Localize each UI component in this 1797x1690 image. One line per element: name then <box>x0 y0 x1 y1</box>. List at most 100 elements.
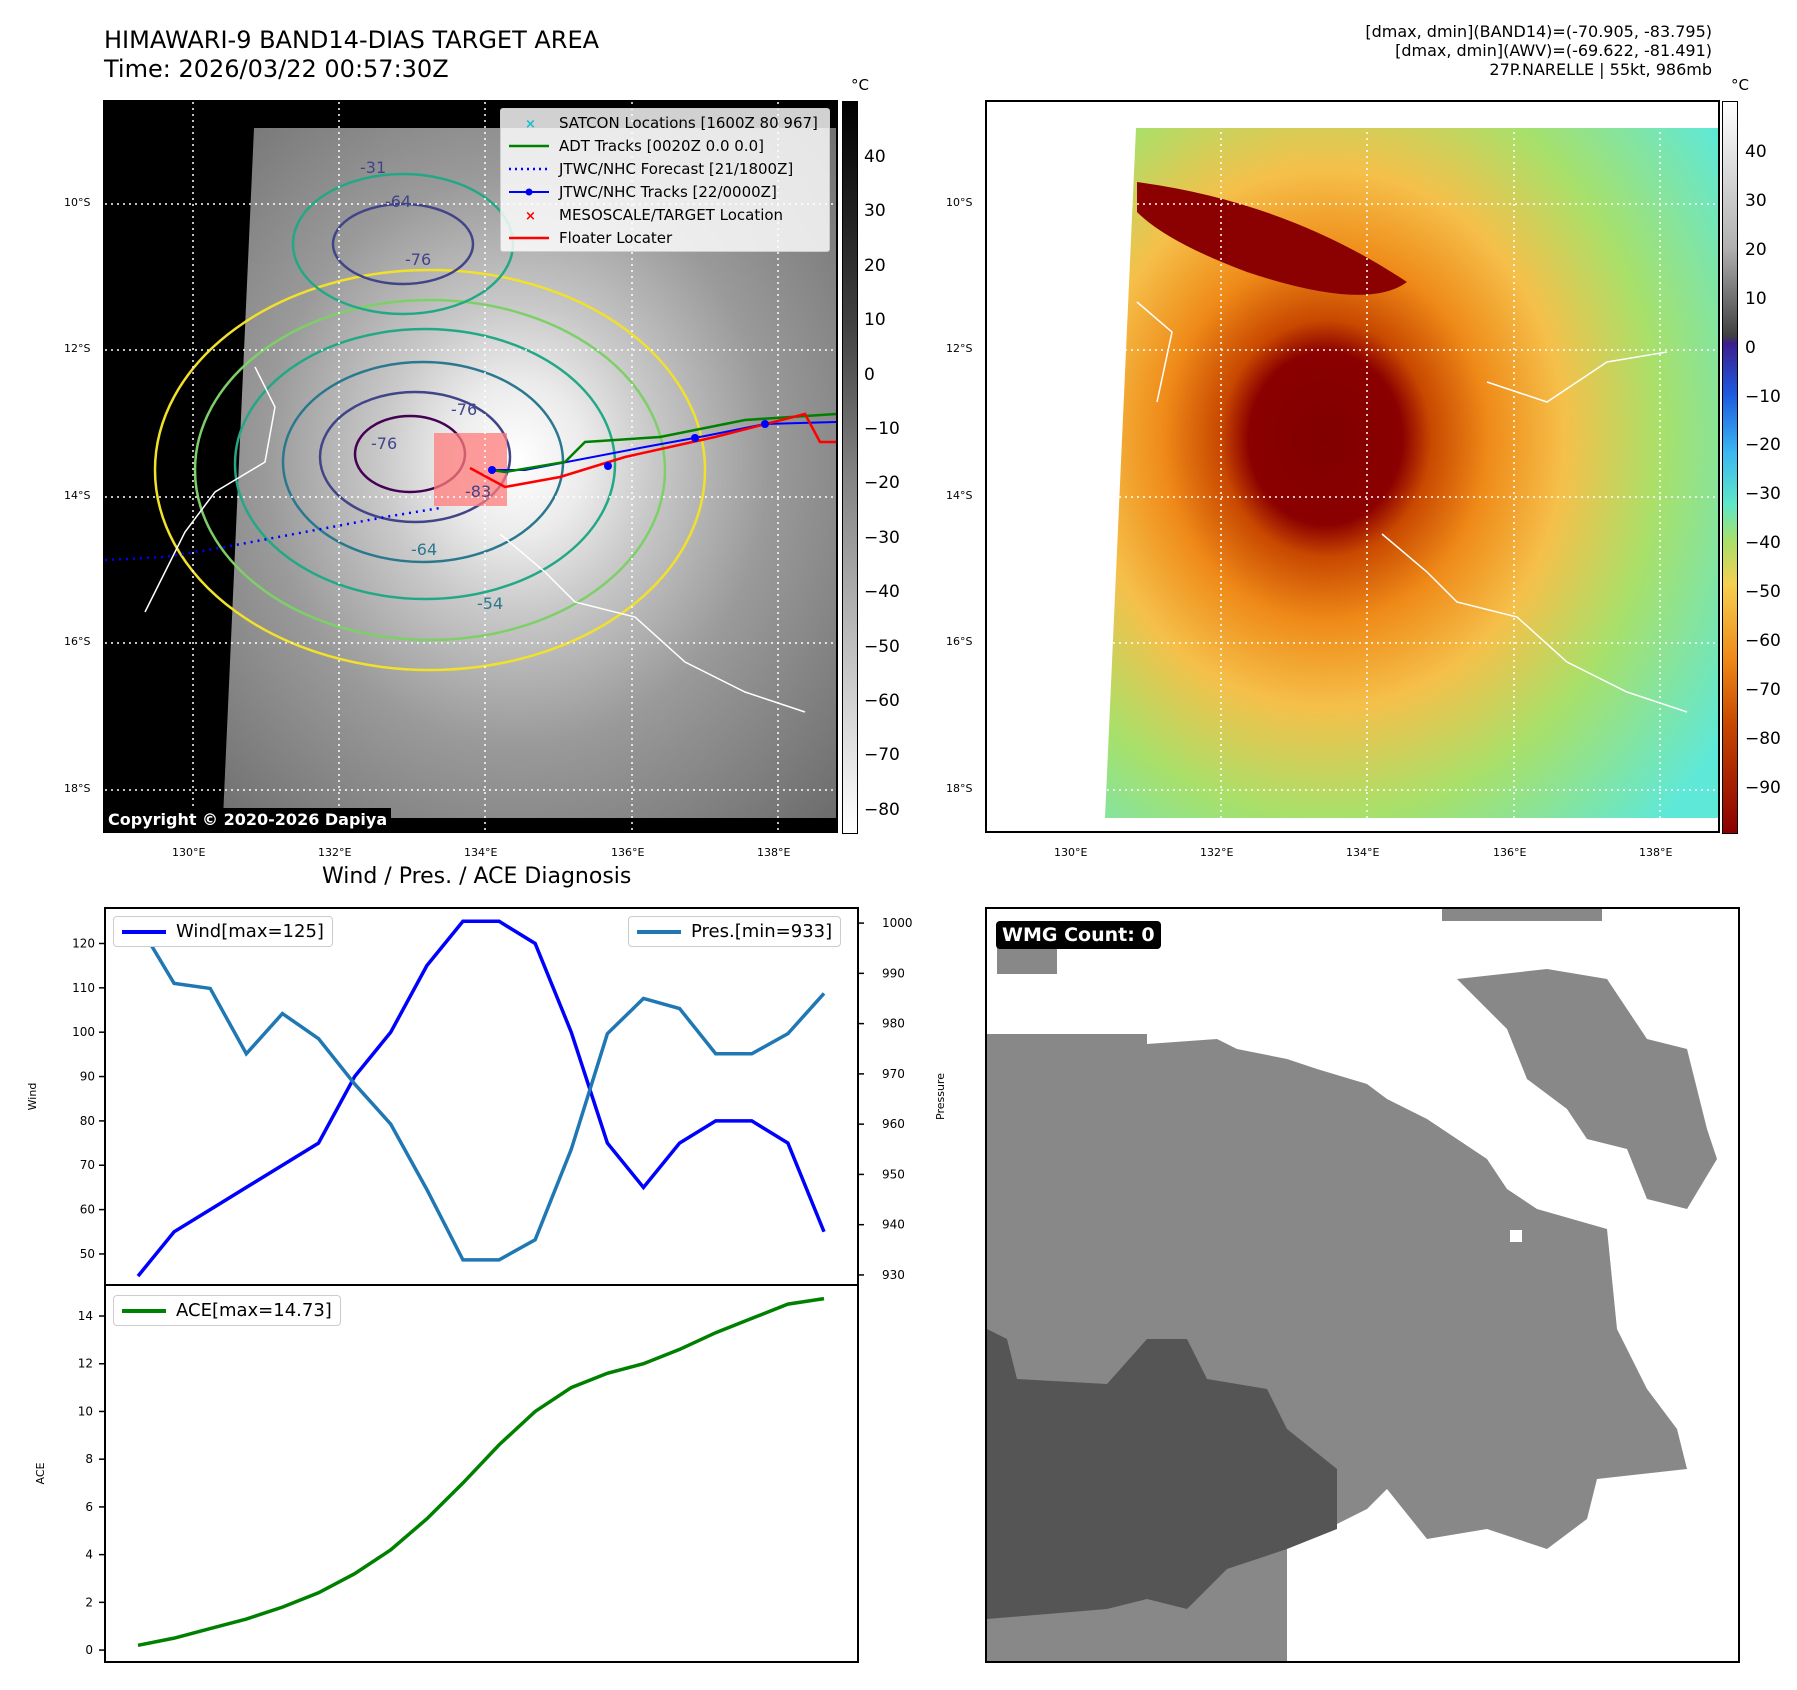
wind-ytick-label: 90 <box>80 1070 95 1084</box>
legend-line-icon <box>637 929 681 934</box>
wind-legend: Wind[max=125] <box>113 916 333 947</box>
legend-label: Wind[max=125] <box>176 921 324 942</box>
contour-label: -54 <box>477 594 504 613</box>
svg-text:×: × <box>525 209 536 222</box>
stats-line-1: [dmax, dmin](BAND14)=(-70.905, -83.795) <box>1365 22 1712 41</box>
wind-ytick-label: 110 <box>72 981 95 995</box>
enhanced-ir-map-panel <box>985 100 1720 833</box>
colorbar-tick-label: 40 <box>1745 142 1767 162</box>
legend-label: ACE[max=14.73] <box>176 1300 332 1321</box>
pressure-legend: Pres.[min=933] <box>628 916 842 947</box>
legend-label: Pres.[min=933] <box>691 921 833 942</box>
stats-header: [dmax, dmin](BAND14)=(-70.905, -83.795) … <box>1365 22 1712 79</box>
pressure-ytick-label: 970 <box>882 1067 905 1081</box>
ir-map-panel: -31 -64 -76 -76 -76 -83 -64 -54 × SATCON … <box>103 100 838 833</box>
ace-ytick-label: 10 <box>78 1404 93 1418</box>
ace-legend: ACE[max=14.73] <box>113 1295 341 1326</box>
legend-label: JTWC/NHC Forecast [21/1800Z] <box>559 159 794 178</box>
lon-tick-label: 130°E <box>172 846 206 859</box>
contour-label: -64 <box>411 540 438 559</box>
wind-ytick-label: 70 <box>80 1158 95 1172</box>
ace-series-line <box>137 1296 825 1648</box>
pressure-ytick-label: 950 <box>882 1167 905 1181</box>
lon-tick-label: 130°E <box>1054 846 1088 859</box>
colorbar-tick-label: −40 <box>1745 533 1781 554</box>
wind-ytick-label: 100 <box>72 1025 95 1039</box>
colorbar-tick-label: 10 <box>864 310 886 331</box>
copyright-label: Copyright © 2020-2026 Dapiya <box>104 808 392 831</box>
colorbar-tick-label: 40 <box>864 147 886 167</box>
colorbar-tick-label: 20 <box>864 255 886 276</box>
contour-label: -64 <box>385 192 412 211</box>
colorbar-left <box>842 101 858 834</box>
colorbar-tick-label: −20 <box>864 473 900 494</box>
colorbar-right <box>1722 101 1738 834</box>
ace-ytick-label: 0 <box>85 1643 93 1657</box>
colorbar-tick-label: 0 <box>864 364 875 385</box>
wind-ytick-label: 60 <box>80 1203 95 1217</box>
colorbar-tick-label: 0 <box>1745 337 1756 358</box>
legend-row: × MESOSCALE/TARGET Location <box>501 203 829 226</box>
colorbar-tick-label: −30 <box>864 527 900 548</box>
stats-line-2: [dmax, dmin](AWV)=(-69.622, -81.491) <box>1395 41 1712 60</box>
lon-tick-label: 138°E <box>757 846 791 859</box>
colorbar-tick-label: 20 <box>1745 239 1767 260</box>
legend-row: JTWC/NHC Forecast [21/1800Z] <box>501 157 829 180</box>
ace-ytick-label: 4 <box>85 1548 93 1562</box>
colorbar-unit: °C <box>1731 76 1749 94</box>
wind-axis-label: Wind <box>26 1083 39 1111</box>
lat-tick-label: 14°S <box>64 489 91 502</box>
wmg-panel <box>985 907 1740 1663</box>
ace-ytick-label: 6 <box>85 1500 93 1514</box>
legend-label: SATCON Locations [1600Z 80 967] <box>559 113 818 132</box>
x-marker-icon: × <box>507 208 551 224</box>
lat-tick-label: 10°S <box>946 196 973 209</box>
colorbar-unit: °C <box>851 76 869 94</box>
lon-tick-label: 134°E <box>1346 846 1380 859</box>
ace-axis-label: ACE <box>34 1462 47 1484</box>
line-icon <box>507 231 551 245</box>
wind-pressure-axes <box>104 907 859 1286</box>
colorbar-tick-label: 30 <box>1745 190 1767 211</box>
lat-tick-label: 18°S <box>64 782 91 795</box>
pressure-series-line <box>136 922 826 1262</box>
lon-tick-label: 132°E <box>1200 846 1234 859</box>
line-icon <box>507 139 551 153</box>
pressure-ytick-label: 940 <box>882 1218 905 1232</box>
colorbar-tick-label: −90 <box>1745 777 1781 798</box>
colorbar-tick-label: −80 <box>1745 728 1781 749</box>
colorbar-tick-label: 30 <box>864 201 886 222</box>
wind-ytick-label: 120 <box>72 936 95 950</box>
legend-line-icon <box>122 929 166 934</box>
legend-row: Floater Locater <box>501 226 829 249</box>
colorbar-tick-label: −20 <box>1745 435 1781 456</box>
contour-label: -31 <box>360 158 387 177</box>
lon-tick-label: 136°E <box>611 846 645 859</box>
legend-row: × SATCON Locations [1600Z 80 967] <box>501 111 829 134</box>
legend-row: JTWC/NHC Tracks [22/0000Z] <box>501 180 829 203</box>
lat-tick-label: 12°S <box>946 342 973 355</box>
figure-title: HIMAWARI-9 BAND14-DIAS TARGET AREA Time:… <box>104 26 599 84</box>
dotted-line-icon <box>507 162 551 176</box>
colorbar-tick-label: −50 <box>1745 582 1781 603</box>
title-line-1: HIMAWARI-9 BAND14-DIAS TARGET AREA <box>104 26 600 54</box>
wmg-mask-image <box>987 909 1717 1661</box>
legend-label: MESOSCALE/TARGET Location <box>559 205 784 224</box>
ace-axes <box>104 1284 859 1663</box>
lon-tick-label: 138°E <box>1639 846 1673 859</box>
x-marker-icon: × <box>507 116 551 132</box>
colorbar-tick-label: 10 <box>1745 288 1767 309</box>
lat-tick-label: 16°S <box>64 635 91 648</box>
colorbar-tick-label: −80 <box>864 799 900 820</box>
lon-tick-label: 132°E <box>318 846 352 859</box>
colorbar-tick-label: −30 <box>1745 484 1781 505</box>
wind-ytick-label: 80 <box>80 1114 95 1128</box>
lat-tick-label: 14°S <box>946 489 973 502</box>
pressure-ytick-label: 1000 <box>882 916 913 930</box>
wind-series-line <box>136 919 826 1278</box>
pressure-ytick-label: 960 <box>882 1117 905 1131</box>
pressure-ytick-label: 980 <box>882 1017 905 1031</box>
wmg-count-badge: WMG Count: 0 <box>996 921 1161 949</box>
colorbar-tick-label: −50 <box>864 636 900 657</box>
chart-title: Wind / Pres. / ACE Diagnosis <box>322 864 632 889</box>
